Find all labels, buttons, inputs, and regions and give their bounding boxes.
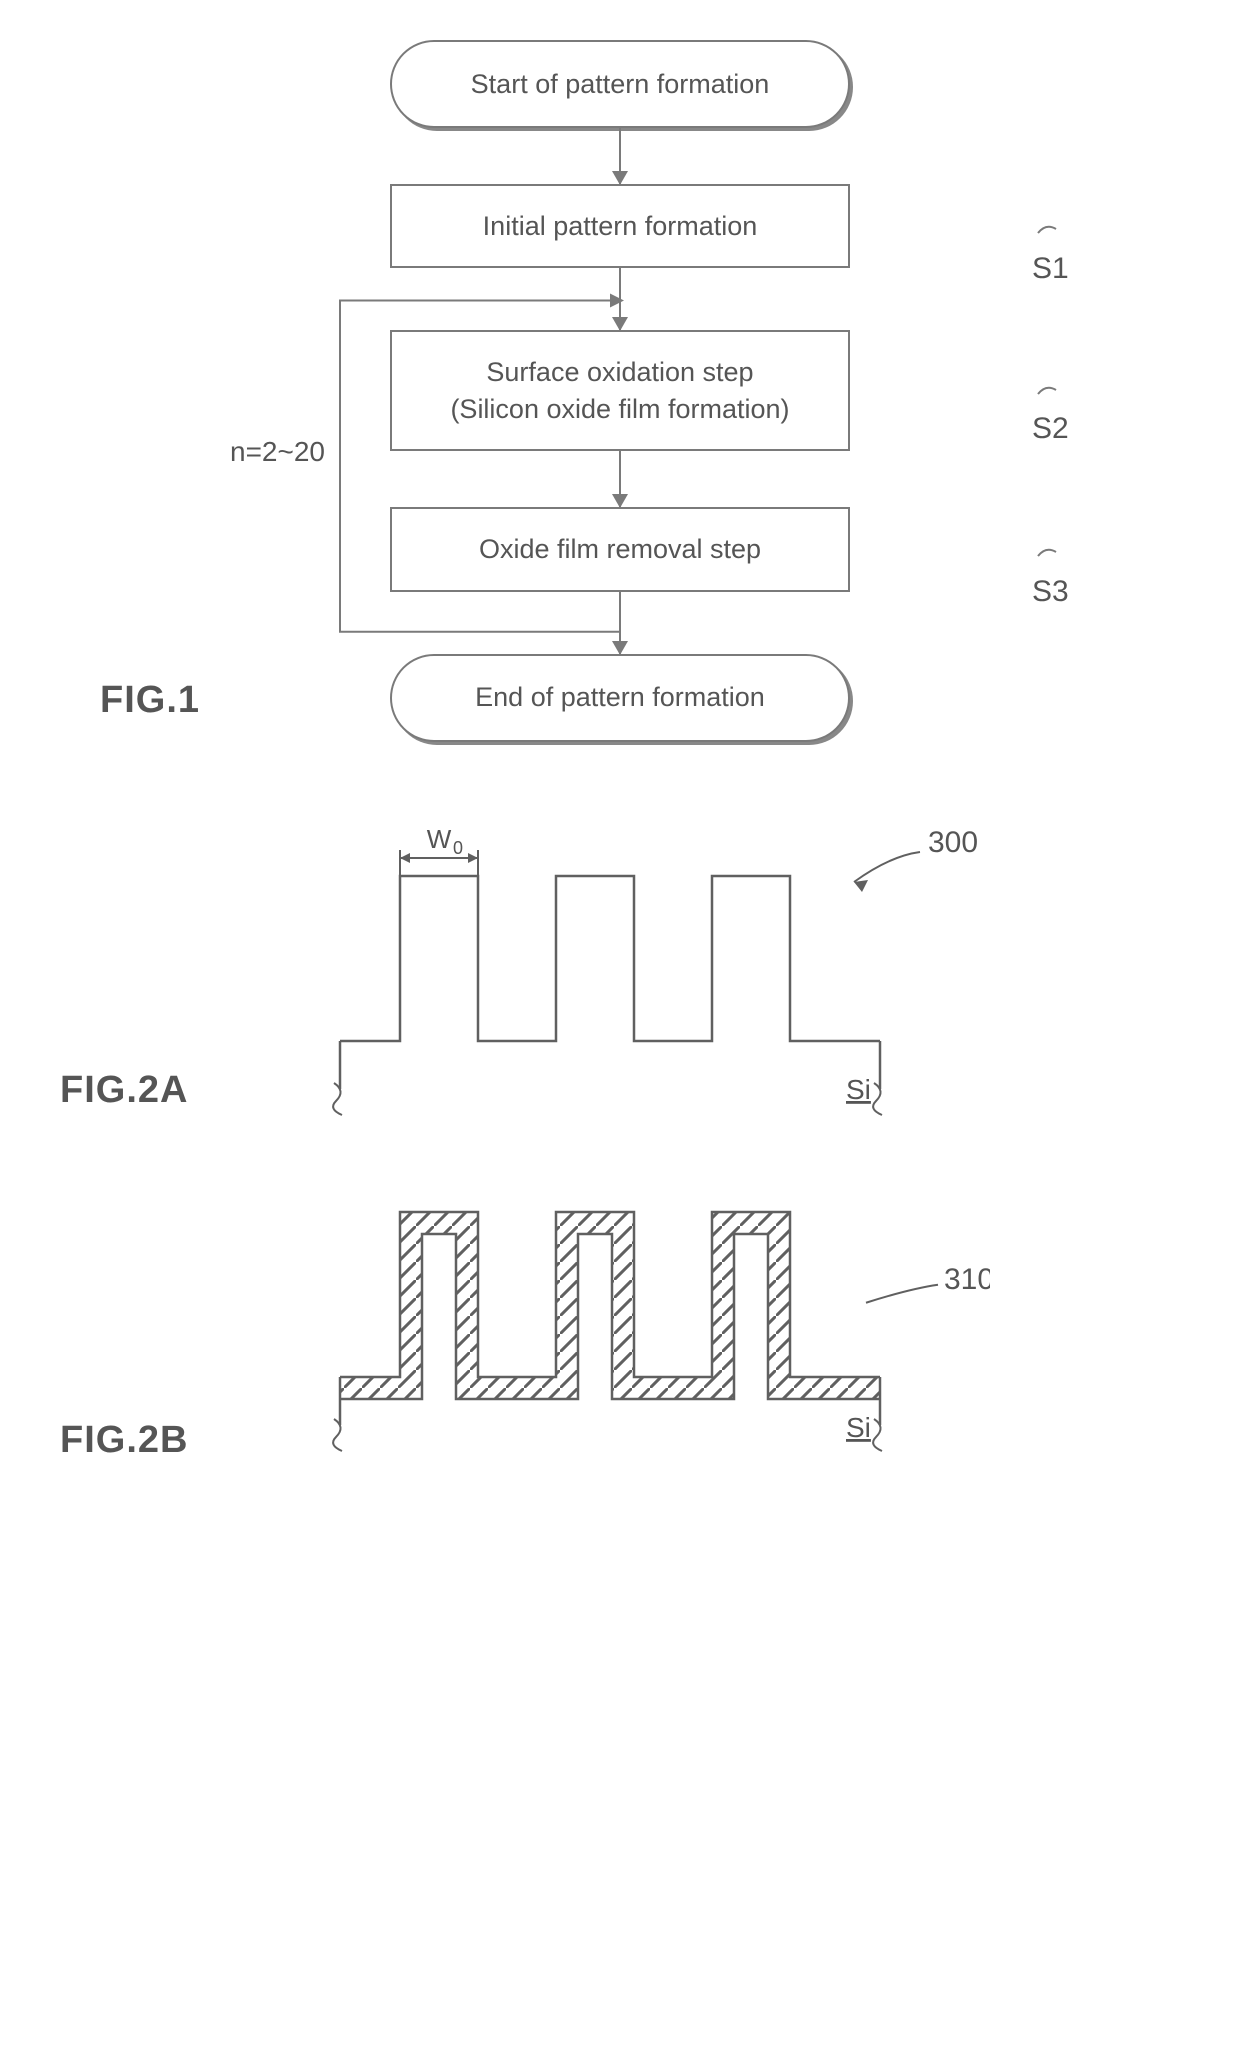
flow-step-1-id: S1 — [1032, 208, 1069, 289]
flow-step-3-id: S3 — [1032, 531, 1069, 612]
svg-text:310: 310 — [944, 1263, 990, 1296]
flow-loop-label: n=2~20 — [230, 436, 325, 468]
svg-text:Si: Si — [846, 1412, 871, 1443]
flow-step-2: Surface oxidation step (Silicon oxide fi… — [390, 330, 850, 451]
flow-step-2-text: Surface oxidation step — [486, 354, 753, 390]
flow-step-2-id: S2 — [1032, 368, 1069, 449]
fig2a-label: FIG.2A — [60, 1069, 290, 1122]
arrow-icon — [619, 268, 621, 330]
fig2b-diagram: 310 Si — [290, 1172, 1180, 1472]
flow-step-1: Initial pattern formation S1 — [390, 184, 850, 268]
flow-start: Start of pattern formation — [390, 40, 850, 128]
flow-step-2-sub: (Silicon oxide film formation) — [450, 391, 789, 427]
arrow-icon — [619, 592, 621, 654]
fig2b-label: FIG.2B — [60, 1419, 290, 1472]
flow-start-text: Start of pattern formation — [471, 69, 770, 100]
svg-text:Si: Si — [846, 1074, 871, 1105]
fig2b-row: FIG.2B 310 Si — [60, 1172, 1180, 1472]
flow-step-3-text: Oxide film removal step — [479, 531, 761, 567]
flowchart-fig1: Start of pattern formation Initial patte… — [230, 40, 1010, 742]
fig1-label: FIG.1 — [100, 679, 200, 722]
fig2a-row: FIG.2A W0 300 Si — [60, 822, 1180, 1122]
flow-end-text: End of pattern formation — [475, 682, 765, 713]
flow-step-3: Oxide film removal step S3 — [390, 507, 850, 591]
arrow-icon — [619, 451, 621, 507]
arrow-icon — [619, 128, 621, 184]
svg-text:300: 300 — [928, 826, 978, 859]
flow-step-1-text: Initial pattern formation — [483, 208, 758, 244]
svg-text:0: 0 — [453, 838, 463, 858]
fig2a-diagram: W0 300 Si — [290, 822, 1180, 1122]
svg-text:W: W — [427, 824, 452, 854]
flow-end: End of pattern formation — [390, 654, 850, 742]
